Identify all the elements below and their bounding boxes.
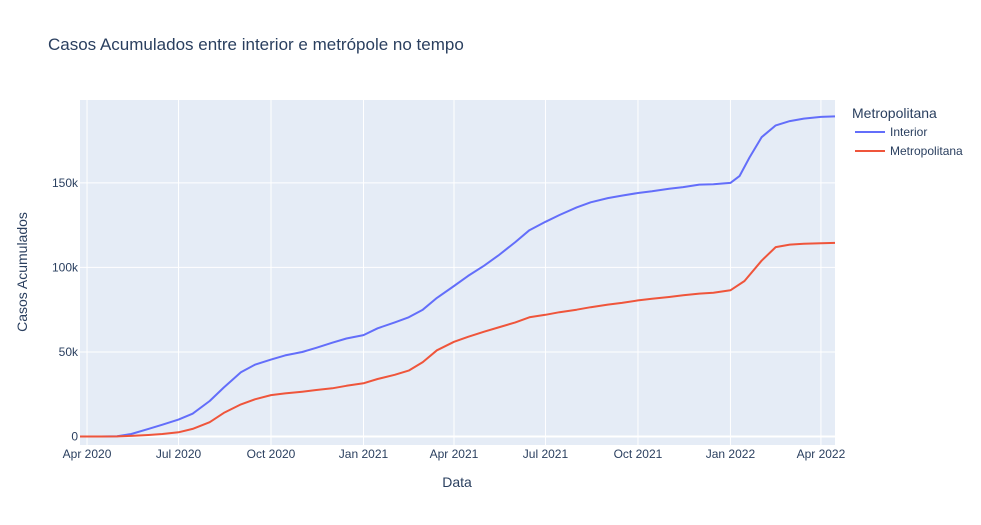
legend-item-metropolitana[interactable]: Metropolitana	[855, 144, 963, 158]
grid-lines	[80, 100, 835, 445]
x-tick-label: Apr 2020	[63, 447, 112, 461]
legend-label: Metropolitana	[890, 144, 963, 158]
legend[interactable]: Metropolitana Interior Metropolitana	[852, 105, 963, 158]
legend-label: Interior	[890, 125, 927, 139]
series-line-interior	[80, 115, 836, 438]
x-tick-label: Jul 2020	[156, 447, 202, 461]
legend-title: Metropolitana	[852, 105, 937, 121]
y-tick-label: 50k	[59, 345, 79, 359]
plot-area	[80, 100, 835, 445]
x-axis-ticks: Apr 2020 Jul 2020 Oct 2020 Jan 2021 Apr 2021…	[63, 447, 846, 461]
series-lines	[80, 115, 836, 438]
x-tick-label: Oct 2020	[247, 447, 296, 461]
legend-item-interior[interactable]: Interior	[855, 125, 927, 139]
y-axis-ticks: 0 50k 100k 150k	[52, 176, 79, 444]
y-tick-label: 0	[71, 430, 78, 444]
x-tick-label: Apr 2022	[797, 447, 846, 461]
x-tick-label: Jul 2021	[523, 447, 569, 461]
x-tick-label: Jan 2021	[339, 447, 389, 461]
x-tick-label: Jan 2022	[706, 447, 756, 461]
y-tick-label: 100k	[52, 260, 79, 274]
y-tick-label: 150k	[52, 176, 79, 190]
chart-title: Casos Acumulados entre interior e metróp…	[48, 35, 464, 54]
series-line-metropolitana	[80, 241, 836, 438]
x-tick-label: Oct 2021	[614, 447, 663, 461]
x-tick-label: Apr 2021	[430, 447, 479, 461]
x-axis-title: Data	[442, 474, 472, 490]
y-axis-title: Casos Acumulados	[14, 212, 30, 332]
